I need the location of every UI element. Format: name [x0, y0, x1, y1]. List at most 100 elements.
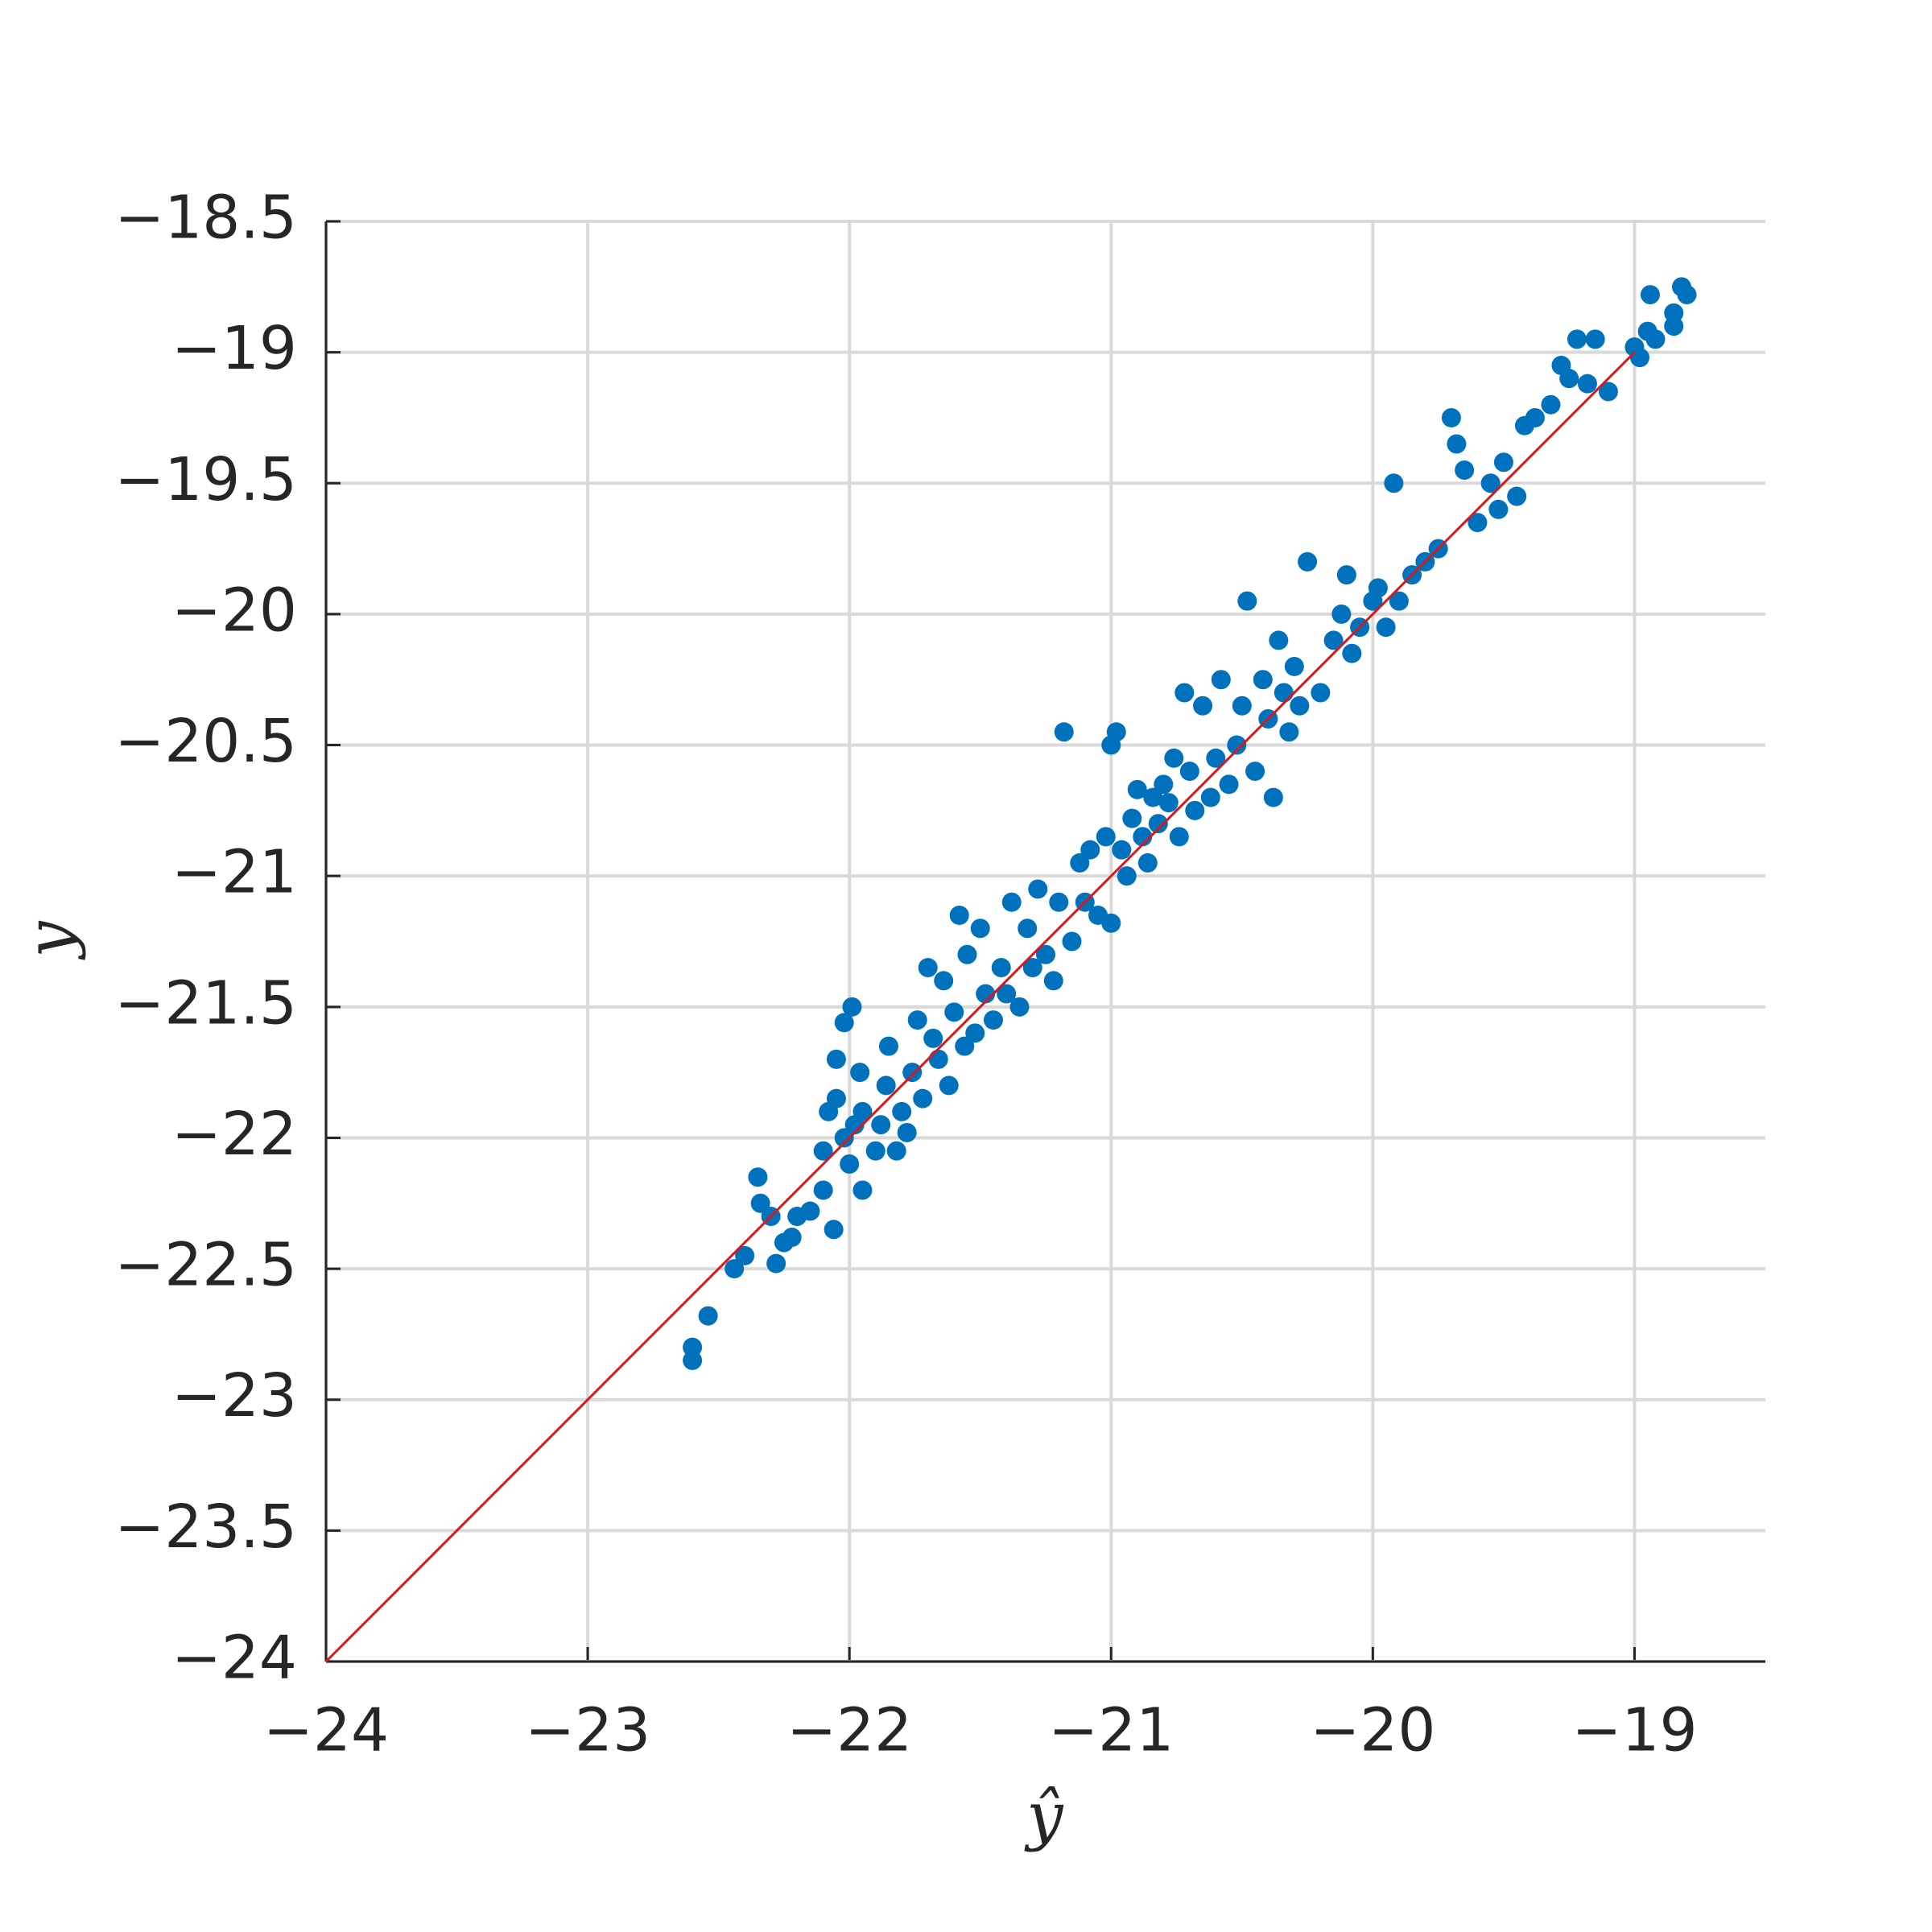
- point: [876, 1075, 896, 1096]
- point: [766, 1253, 786, 1274]
- point: [724, 1259, 745, 1279]
- point: [1245, 762, 1265, 782]
- point: [826, 1088, 846, 1108]
- y-tick-label: −21.5: [114, 968, 297, 1038]
- point: [748, 1167, 768, 1187]
- point: [1018, 919, 1038, 939]
- point: [1237, 591, 1257, 611]
- point: [1001, 892, 1022, 912]
- point: [834, 1128, 854, 1148]
- point: [1148, 814, 1168, 834]
- point: [834, 1013, 854, 1033]
- point: [970, 919, 990, 939]
- point: [1164, 748, 1184, 768]
- point: [1211, 670, 1231, 690]
- point: [852, 1101, 873, 1121]
- x-tick-label: −22: [786, 1696, 912, 1765]
- point: [1493, 452, 1513, 473]
- point: [1279, 722, 1299, 742]
- point: [997, 984, 1017, 1004]
- point: [1323, 630, 1344, 650]
- point: [976, 984, 996, 1004]
- point: [735, 1245, 755, 1265]
- point: [1541, 394, 1561, 415]
- point: [1455, 460, 1475, 481]
- point: [1384, 473, 1404, 493]
- point: [1179, 762, 1199, 782]
- point: [782, 1228, 802, 1248]
- point: [1101, 913, 1121, 933]
- point: [840, 1154, 860, 1174]
- point: [1290, 696, 1310, 716]
- point: [1009, 997, 1030, 1017]
- point: [1585, 329, 1605, 349]
- point: [1677, 285, 1697, 305]
- y-tick-label: −20: [171, 576, 297, 645]
- y-tick-label: −19: [171, 314, 297, 383]
- point: [1480, 473, 1501, 493]
- y-tick-label: −18.5: [114, 184, 297, 253]
- x-axis-label: ŷ: [1024, 1778, 1064, 1853]
- point: [850, 1063, 870, 1083]
- point: [683, 1337, 703, 1357]
- point: [1269, 630, 1289, 650]
- point: [1298, 551, 1318, 572]
- point: [1096, 827, 1116, 847]
- point: [1368, 578, 1388, 598]
- point: [1567, 329, 1587, 349]
- point: [1447, 434, 1467, 454]
- point: [1043, 971, 1063, 991]
- point: [813, 1141, 833, 1161]
- point: [1311, 683, 1331, 703]
- point: [928, 1049, 948, 1069]
- point: [1559, 369, 1579, 389]
- point: [865, 1141, 886, 1161]
- y-tick-label: −19.5: [114, 445, 297, 514]
- point: [886, 1141, 906, 1161]
- point: [1122, 808, 1142, 828]
- point: [1106, 722, 1126, 742]
- point: [1219, 774, 1239, 795]
- point: [1376, 617, 1396, 638]
- point: [892, 1101, 912, 1121]
- point: [1112, 840, 1132, 860]
- point: [955, 1036, 975, 1056]
- point: [1253, 670, 1273, 690]
- x-tick-label: −24: [263, 1696, 389, 1765]
- point: [1342, 643, 1362, 663]
- point: [918, 958, 938, 978]
- y-tick-label: −24: [171, 1624, 297, 1693]
- point: [871, 1115, 891, 1135]
- point: [1174, 683, 1195, 703]
- point: [1227, 735, 1247, 755]
- point: [1200, 787, 1220, 807]
- point: [826, 1049, 846, 1069]
- point: [1185, 800, 1205, 820]
- x-tick-label: −20: [1310, 1696, 1435, 1765]
- x-tick-label: −19: [1571, 1696, 1697, 1765]
- point: [1158, 793, 1179, 813]
- point: [944, 1002, 964, 1022]
- point: [983, 1010, 1003, 1030]
- point: [939, 1075, 959, 1096]
- point: [1389, 591, 1409, 611]
- point: [1640, 285, 1660, 305]
- y-tick-label: −20.5: [114, 707, 297, 776]
- y-tick-label: −22: [171, 1100, 297, 1169]
- point: [1080, 840, 1100, 860]
- point: [1117, 866, 1137, 886]
- point: [991, 958, 1011, 978]
- point: [1154, 774, 1174, 795]
- point: [907, 1010, 927, 1030]
- point: [1133, 827, 1153, 847]
- reference-line: [324, 351, 1636, 1663]
- point: [1507, 486, 1527, 506]
- point: [1137, 852, 1158, 873]
- point: [1284, 656, 1304, 676]
- point: [897, 1122, 917, 1142]
- point: [1598, 382, 1618, 402]
- point: [1036, 944, 1055, 964]
- point: [1206, 748, 1226, 768]
- point: [1049, 892, 1069, 912]
